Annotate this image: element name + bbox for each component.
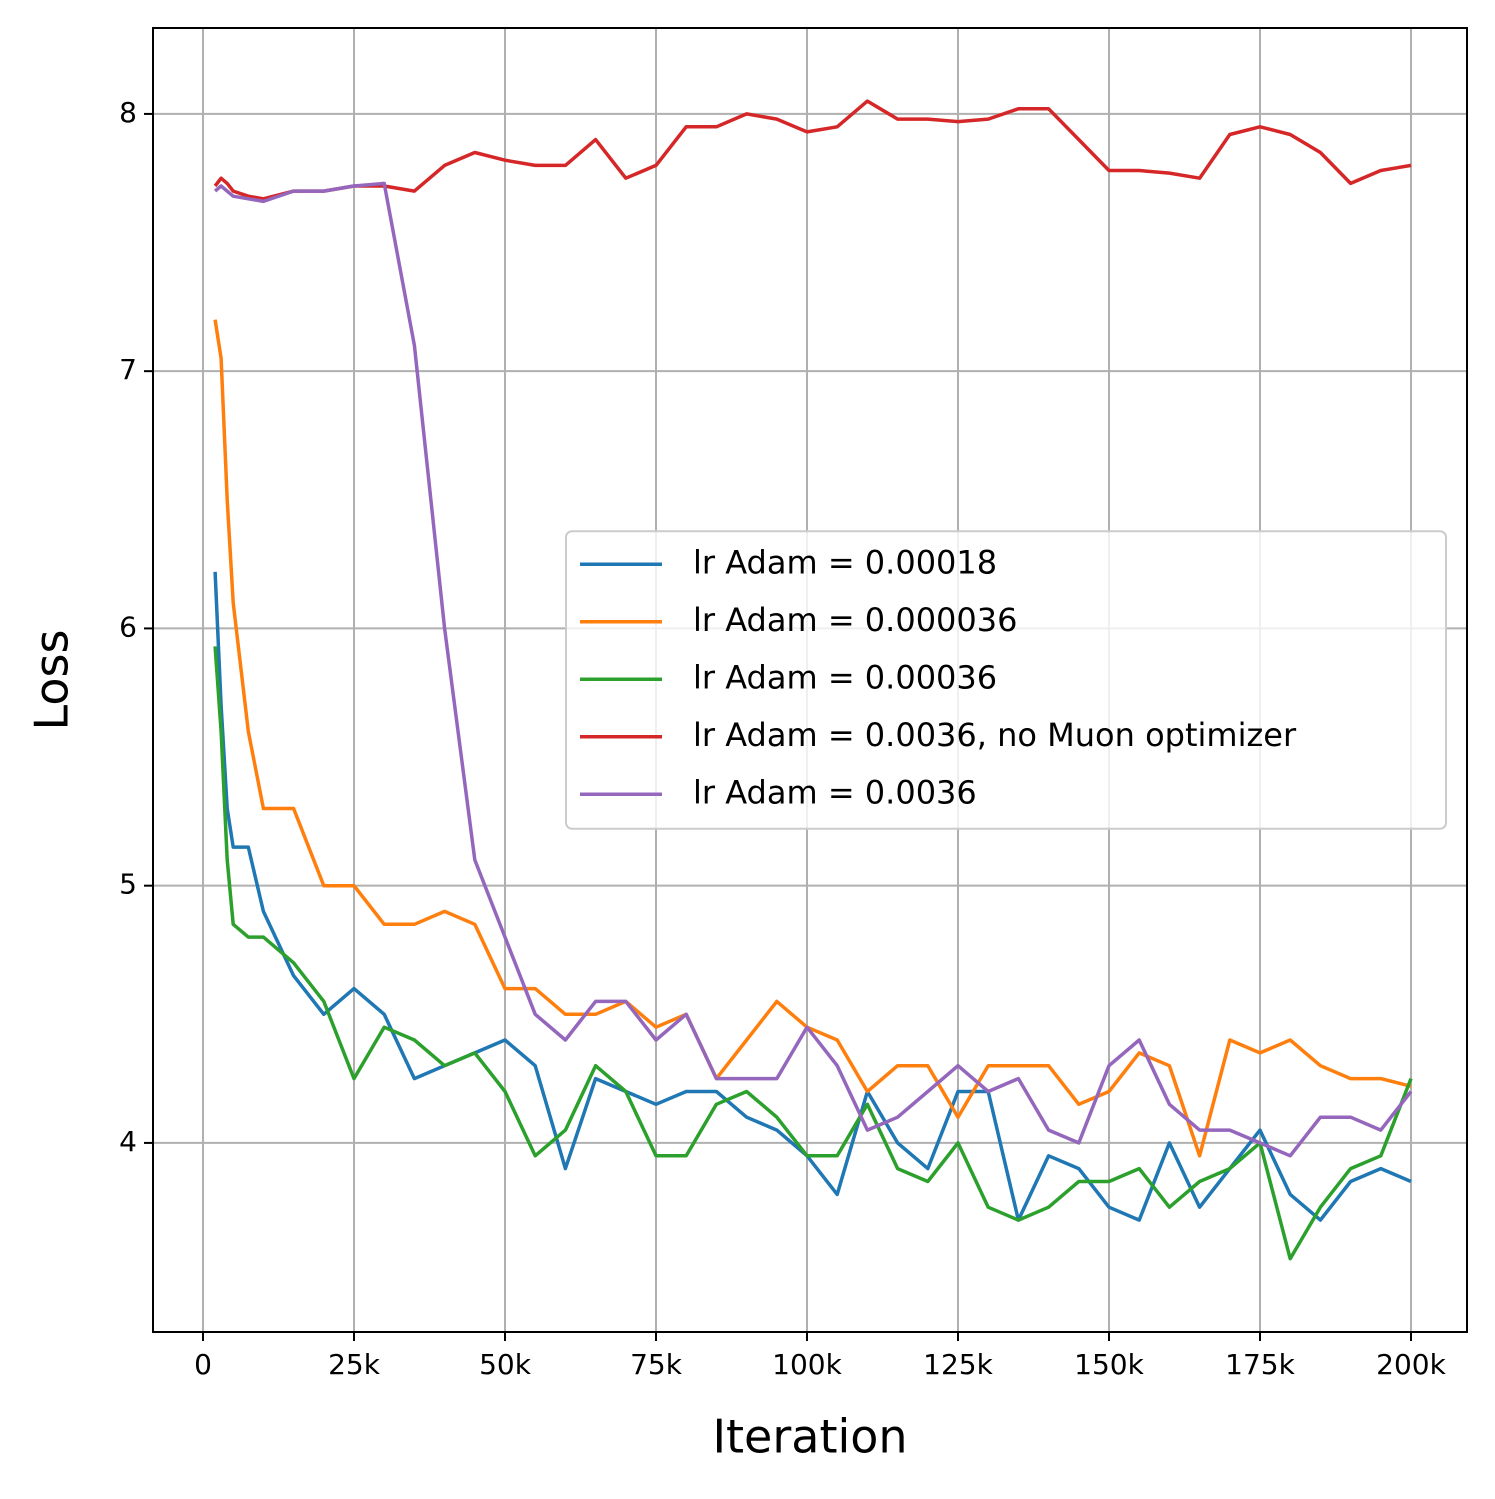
x-tick-label: 0 xyxy=(194,1348,212,1381)
x-tick-label: 200k xyxy=(1376,1348,1446,1381)
x-tick-label: 175k xyxy=(1225,1348,1295,1381)
x-tick-label: 50k xyxy=(479,1348,532,1381)
y-tick-label: 4 xyxy=(119,1125,137,1158)
x-axis-label: Iteration xyxy=(712,1410,907,1464)
legend-label: lr Adam = 0.00036 xyxy=(693,658,997,696)
legend-label: lr Adam = 0.000036 xyxy=(693,601,1017,639)
x-tick-label: 125k xyxy=(923,1348,993,1381)
y-tick-label: 8 xyxy=(119,96,137,129)
x-tick-label: 150k xyxy=(1074,1348,1144,1381)
legend-label: lr Adam = 0.0036 xyxy=(693,773,977,811)
legend-box xyxy=(565,530,1447,830)
x-tick-label: 25k xyxy=(328,1348,381,1381)
series-line xyxy=(213,181,1413,1158)
series-line xyxy=(213,646,1413,1261)
y-tick-label: 5 xyxy=(119,868,137,901)
x-tick-label: 100k xyxy=(772,1348,842,1381)
plot-frame xyxy=(152,27,1468,1333)
legend-label: lr Adam = 0.0036, no Muon optimizer xyxy=(693,716,1297,754)
legend: lr Adam = 0.00018 lr Adam = 0.000036 lr Ad… xyxy=(565,530,1447,830)
series-line xyxy=(213,99,1412,201)
y-axis-label: Loss xyxy=(25,630,79,731)
y-tick-label: 7 xyxy=(119,353,137,386)
legend-label: lr Adam = 0.00018 xyxy=(693,543,997,581)
x-tick-label: 75k xyxy=(630,1348,683,1381)
series-line xyxy=(213,319,1412,1158)
y-tick-label: 6 xyxy=(119,610,137,643)
